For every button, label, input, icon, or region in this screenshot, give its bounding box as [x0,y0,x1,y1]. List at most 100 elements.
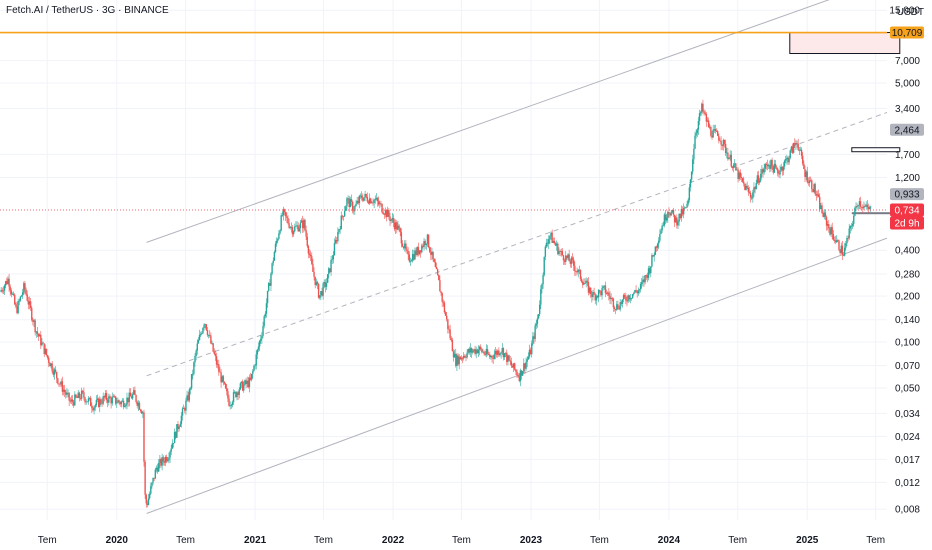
candle-body [260,338,262,341]
candle-body [77,392,79,398]
candle-body [766,164,769,167]
candle-body [55,372,58,379]
candle-body [812,189,814,192]
x-tick-label: Tem [176,535,195,546]
candle-body [729,154,731,158]
candle-body [263,316,265,327]
y-tick-label: 0,050 [895,383,920,394]
candle-body [739,172,742,178]
candle-body [571,257,574,260]
candle-body [186,395,188,401]
candle-body [769,165,771,169]
candle-body [714,129,717,131]
candle-body [540,289,542,305]
candle-body [160,459,162,466]
candle-body [124,406,126,407]
zones-layer [789,32,901,215]
candle-body [59,383,61,385]
symbol-title[interactable]: Fetch.AI / TetherUS · 3G · BINANCE [6,5,169,16]
candle-body [363,197,365,201]
candle-body [765,163,768,165]
candle-body [601,288,603,296]
candle-body [500,352,502,354]
candle-body [779,170,781,175]
candle-body [79,397,82,399]
candle-body [121,400,124,402]
candle-body [726,152,728,154]
candle-body [146,503,149,505]
candle-body [567,254,569,259]
candle-body [546,242,549,244]
candle-body [790,146,793,151]
candle-body [654,246,657,255]
candle-body [49,362,51,367]
candle-body [392,217,395,223]
candle-body [26,294,28,301]
candle-body [538,304,541,315]
candle-body [847,238,849,239]
candle-body [12,293,15,296]
candle-body [84,397,86,403]
candle-body [410,260,413,262]
candle-body [634,290,636,293]
candle-body [541,284,543,290]
candle-body [802,155,804,164]
candle-body [440,291,442,294]
candle-body [508,355,510,361]
x-tick-label: Tem [38,535,57,546]
candle-body [537,314,540,319]
candle-body [690,171,693,180]
candle-body [864,206,866,207]
candle-body [371,202,373,204]
candle-body [122,400,125,407]
candle-body [588,287,591,293]
y-tick-label: 0,200 [895,292,920,303]
candle-body [612,298,615,308]
candle-body [111,397,113,404]
candle-body [27,300,30,305]
candle-body [469,348,472,353]
candle-body [680,209,683,219]
candle-body [133,390,135,395]
candle-body [152,477,154,483]
time-axis[interactable]: Tem 2020 Tem 2021 Tem 2022 Tem 2023 Tem 2024 Tem 20… [38,535,885,546]
candle-body [450,338,452,340]
candle-body [795,142,797,145]
candle-body [748,191,751,193]
candle-body [669,213,671,216]
candle-body [672,210,675,215]
candle-body [75,394,77,398]
candle-body [497,350,499,355]
candle-body [709,126,711,128]
candle-body [568,254,570,262]
candle-body [752,192,754,199]
candle-body [10,290,13,295]
candle-body [141,411,143,414]
candle-body [745,185,747,191]
candle-body [299,222,302,229]
candle-body [740,177,743,179]
candle-body [457,355,459,365]
candle-body [718,135,720,141]
candle-body [130,396,133,399]
price-axis[interactable]: 15,000 7,000 5,000 3,400 1,700 1,200 0,400 0,28… [889,6,920,516]
candle-body [154,469,157,479]
x-tick-label: 2024 [658,535,681,546]
candle-body [165,456,168,462]
candle-body [171,443,174,449]
candle-body [439,280,441,292]
candle-body [329,268,331,273]
candle-body [393,222,396,230]
candle-body [58,383,60,385]
candle-body [332,255,335,260]
candle-body [529,349,532,355]
candle-body [290,227,293,228]
candle-body [189,388,192,390]
price-tags: 10,709 2,464 0,933 0,734 2d 9h [890,26,924,230]
candle-body [272,260,274,264]
y-tick-label: 0,017 [895,455,920,466]
candle-body [749,192,752,198]
candle-body [823,212,825,217]
candle-body [712,129,714,138]
